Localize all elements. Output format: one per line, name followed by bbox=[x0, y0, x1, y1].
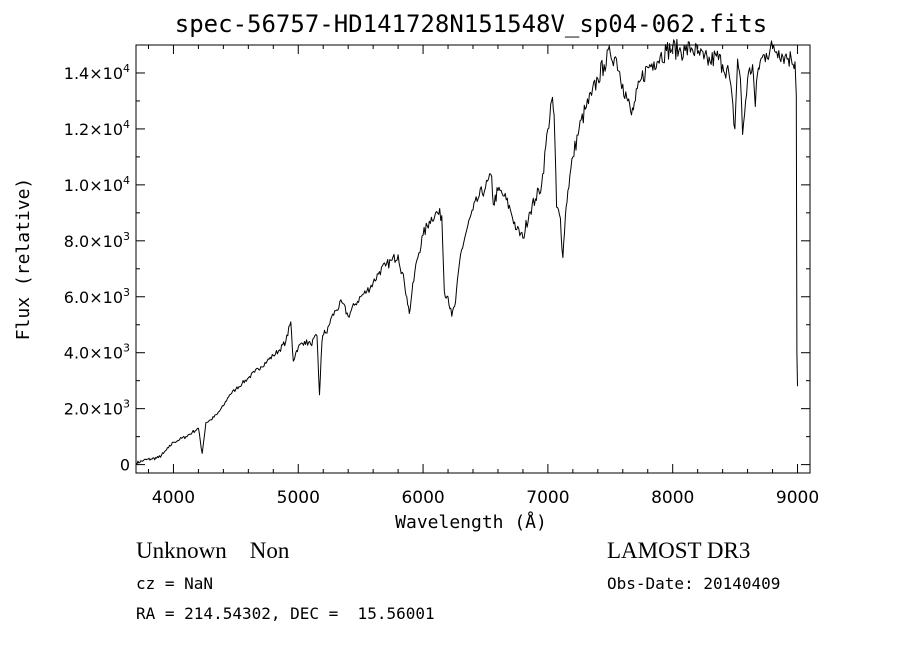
coordinates-label: RA = 214.54302, DEC = 15.56001 bbox=[136, 604, 435, 623]
x-tick-label: 5000 bbox=[277, 488, 320, 508]
x-tick-label: 4000 bbox=[152, 488, 195, 508]
y-tick-label: 1.2×104 bbox=[64, 118, 130, 139]
y-axis-ticks: 0 2.0×103 4.0×103 6.0×103 8.0×103 1.0×104 1.2×… bbox=[64, 62, 810, 475]
y-tick-label: 0 bbox=[120, 456, 130, 475]
x-tick-label: 7000 bbox=[526, 488, 569, 508]
x-axis-label: Wavelength (Å) bbox=[395, 511, 547, 533]
plot-frame bbox=[135, 44, 811, 474]
x-tick-label: 9000 bbox=[776, 488, 819, 508]
survey-label: LAMOST DR3 bbox=[607, 538, 751, 563]
y-tick-label: 2.0×103 bbox=[64, 398, 130, 419]
redshift-label: cz = NaN bbox=[136, 574, 214, 593]
chart-title: spec-56757-HD141728N151548V_sp04-062.fit… bbox=[175, 10, 767, 38]
x-axis-ticks: 4000 5000 6000 7000 8000 9000 bbox=[147, 45, 819, 508]
y-tick-label: 1.4×104 bbox=[64, 62, 130, 83]
object-class-label: Unknown Non bbox=[136, 538, 290, 563]
obs-date-label: Obs-Date: 20140409 bbox=[607, 574, 781, 593]
y-tick-label: 4.0×103 bbox=[64, 342, 130, 363]
y-axis-label: Flux (relative) bbox=[13, 178, 34, 341]
x-tick-label: 8000 bbox=[651, 488, 694, 508]
x-tick-label: 6000 bbox=[401, 488, 444, 508]
y-tick-label: 1.0×104 bbox=[64, 174, 130, 195]
y-tick-label: 8.0×103 bbox=[64, 230, 130, 251]
spectrum-line bbox=[135, 38, 798, 465]
y-tick-label: 6.0×103 bbox=[64, 286, 130, 307]
